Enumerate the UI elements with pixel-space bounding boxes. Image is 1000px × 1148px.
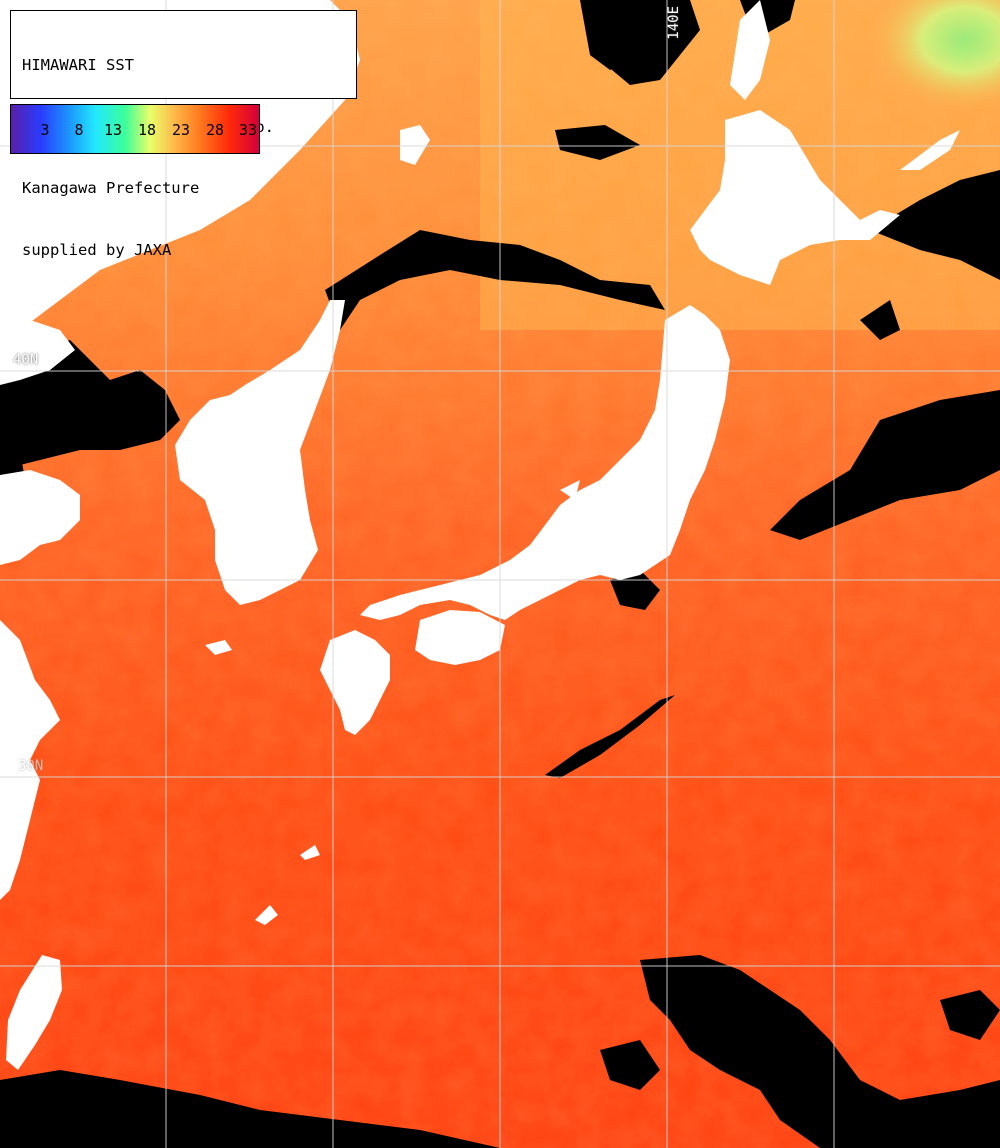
colorbar-label: 28 <box>205 121 225 139</box>
colorbar-legend: 3 8 13 18 23 28 33 <box>10 104 260 154</box>
region-line: Kanagawa Prefecture <box>22 179 200 197</box>
colorbar-label: 33 <box>238 121 258 139</box>
colorbar-label: 3 <box>40 121 50 139</box>
credit-line: supplied by JAXA <box>22 240 172 259</box>
land-mask-icon <box>0 0 960 1070</box>
colorbar-label: 13 <box>103 121 123 139</box>
lat-label-30n: 30N <box>18 758 44 774</box>
info-box: HIMAWARI SST 2025/08/16 01(UTC) 3H Comp.… <box>10 10 357 259</box>
colorbar-label: 23 <box>171 121 191 139</box>
lat-label-40n: 40N <box>13 352 39 368</box>
lon-label-140e: 140E <box>666 6 682 40</box>
colorbar-label: 8 <box>74 121 84 139</box>
title-line: HIMAWARI SST <box>22 56 134 74</box>
colorbar-label: 18 <box>137 121 157 139</box>
